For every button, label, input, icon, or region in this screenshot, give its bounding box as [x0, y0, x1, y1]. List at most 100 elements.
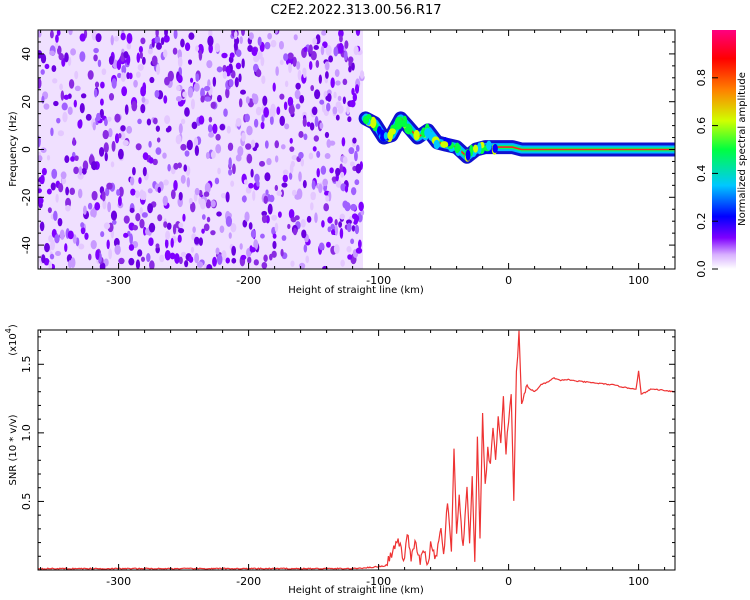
noise-cell [206, 60, 213, 69]
noise-cell [40, 53, 47, 64]
noise-cell [50, 239, 56, 251]
noise-cell [335, 114, 340, 121]
noise-cell [282, 174, 288, 183]
noise-cell [322, 178, 328, 187]
noise-cell [149, 260, 155, 269]
colorbar-tick-label: 0.6 [695, 117, 708, 135]
noise-cell [347, 254, 353, 260]
noise-cell [141, 191, 147, 201]
noise-cell [354, 224, 360, 235]
noise-cell [121, 86, 128, 97]
noise-cell [135, 143, 142, 151]
noise-cell [129, 176, 135, 186]
noise-cell [130, 188, 136, 196]
noise-cell [288, 208, 295, 219]
noise-cell [80, 227, 86, 235]
noise-cell [295, 82, 301, 90]
noise-cell [339, 227, 344, 239]
noise-cell [111, 140, 116, 152]
noise-cell [226, 125, 231, 134]
noise-cell [173, 30, 178, 40]
noise-cell [255, 106, 262, 116]
noise-cell [210, 150, 216, 159]
figure-title: C2E2.2022.313.00.56.R17 [270, 3, 441, 18]
noise-cell [254, 173, 260, 183]
noise-cell [65, 204, 71, 212]
noise-cell [164, 30, 168, 37]
noise-cell [104, 152, 108, 162]
signal-cell [465, 149, 471, 161]
noise-cell [58, 53, 64, 61]
noise-cell [147, 203, 154, 214]
noise-cell [324, 153, 331, 159]
noise-cell [56, 45, 62, 55]
noise-cell [111, 78, 117, 89]
noise-cell [70, 48, 77, 56]
noise-cell [57, 130, 65, 137]
noise-cell [140, 256, 146, 262]
noise-cell [147, 188, 153, 194]
noise-cell [139, 207, 143, 215]
noise-cell [266, 158, 272, 166]
noise-cell [303, 46, 308, 53]
snr-series-line [38, 330, 675, 570]
noise-cell [114, 244, 121, 255]
noise-cell [339, 35, 343, 43]
noise-cell [269, 115, 274, 125]
noise-cell [357, 239, 362, 249]
noise-cell [153, 117, 158, 125]
noise-cell [51, 65, 57, 73]
noise-cell [194, 252, 200, 264]
signal-cell [394, 120, 403, 130]
noise-cell [250, 168, 254, 178]
noise-cell [64, 155, 70, 164]
noise-cell [288, 62, 292, 74]
colorbar: 0.0 0.2 0.4 0.6 0.8 Normalized spectral ampl… [695, 30, 748, 278]
noise-cell [325, 44, 332, 56]
noise-cell [253, 259, 259, 266]
noise-cell [312, 37, 318, 45]
noise-cell [108, 127, 113, 138]
noise-cell [351, 225, 356, 232]
noise-cell [140, 37, 146, 45]
top-x-axis-label: Height of straight line (km) [288, 285, 424, 296]
noise-cell [308, 44, 313, 54]
noise-cell [106, 182, 113, 190]
noise-cell [263, 195, 269, 204]
noise-cell [54, 42, 59, 50]
noise-cell [184, 107, 190, 117]
noise-cell [351, 62, 355, 71]
top-y-axis-label: Frequency (Hz) [8, 111, 19, 187]
noise-cell [178, 123, 183, 134]
noise-cell [148, 237, 154, 247]
noise-cell [93, 88, 98, 98]
signal-cell [413, 129, 420, 141]
noise-cell [330, 77, 335, 89]
noise-cell [351, 87, 355, 96]
noise-cell [212, 76, 217, 87]
bottom-x-ticks: -300 -200 -100 0 100 [40, 330, 666, 588]
noise-cell [92, 121, 96, 131]
noise-cell [334, 225, 339, 236]
noise-cell [205, 152, 210, 160]
noise-cell [343, 50, 348, 61]
top-x-tick-label: -300 [106, 274, 131, 287]
noise-cell [231, 257, 237, 264]
noise-cell [142, 166, 147, 177]
noise-cell [166, 222, 172, 230]
noise-cell [157, 214, 163, 222]
noise-cell [238, 98, 243, 108]
noise-cell [97, 59, 102, 68]
noise-cell [201, 228, 205, 234]
noise-cell [248, 32, 254, 40]
noise-cell [208, 131, 215, 138]
noise-cell [103, 222, 111, 230]
noise-cell [52, 78, 58, 84]
noise-cell [350, 161, 355, 167]
noise-cell [138, 45, 143, 54]
noise-cell [352, 93, 358, 102]
noise-cell [146, 118, 152, 126]
noise-cell [177, 162, 182, 169]
noise-cell [265, 189, 269, 196]
noise-cell [253, 118, 259, 128]
